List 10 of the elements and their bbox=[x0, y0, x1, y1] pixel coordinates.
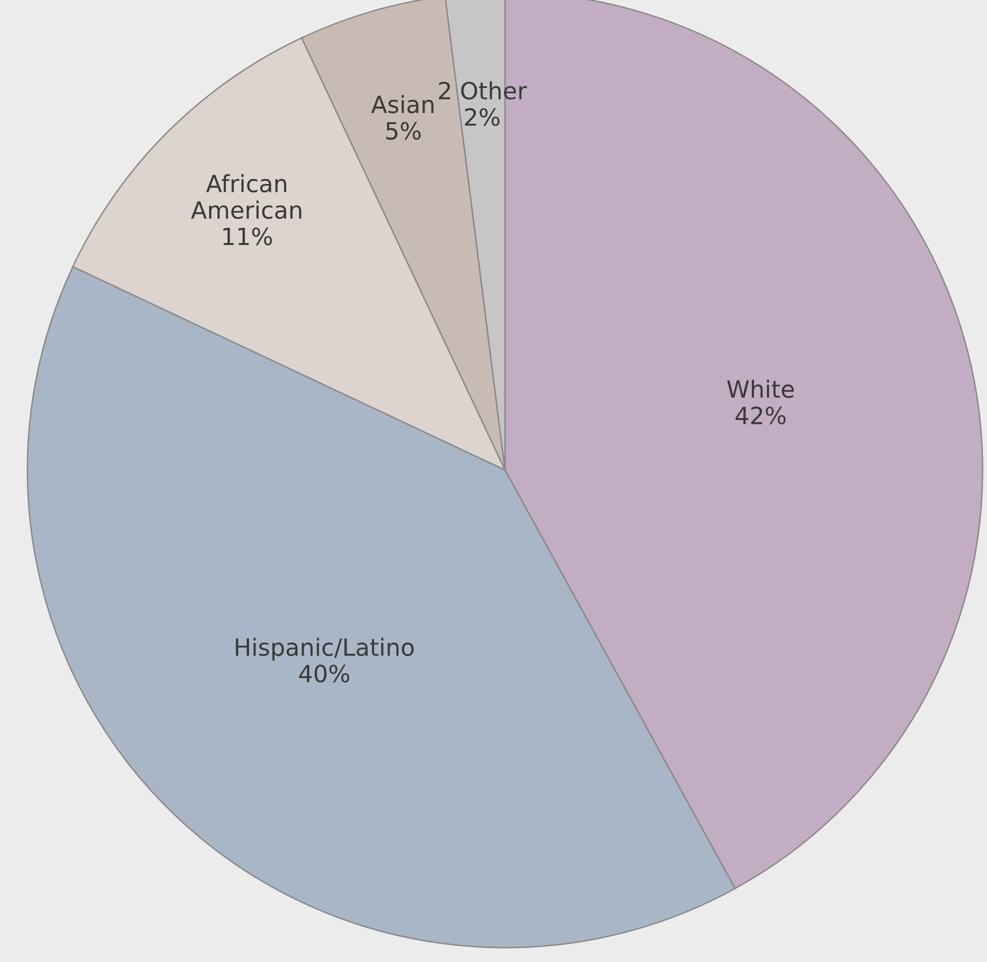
slice-label: Asian bbox=[371, 95, 434, 114]
data-label: 5% bbox=[386, 122, 421, 140]
slice-label: African American bbox=[191, 174, 302, 219]
slice-label: White bbox=[727, 380, 794, 398]
data-label: 2% bbox=[465, 108, 500, 126]
slice-label: Hispanic/Latino bbox=[236, 638, 414, 661]
data-label: 11% bbox=[223, 227, 272, 246]
data-label: 42% bbox=[736, 406, 786, 424]
data-label: 40% bbox=[299, 664, 350, 683]
slice-label: 2 Other bbox=[439, 81, 527, 100]
